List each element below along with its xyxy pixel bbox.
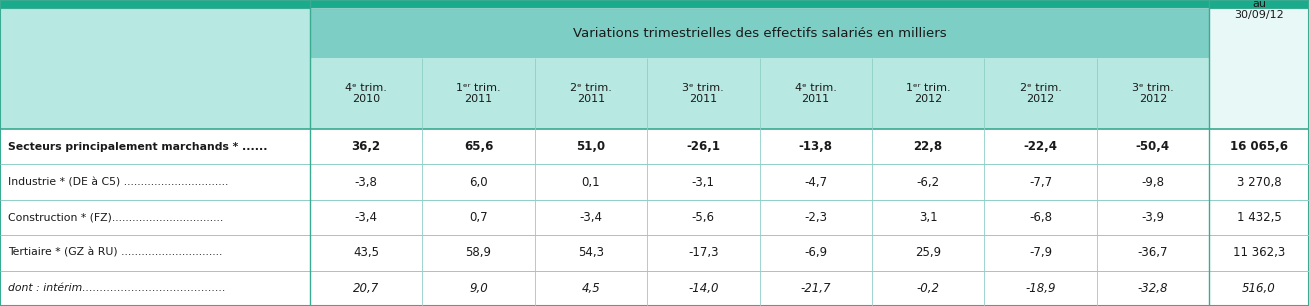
Text: 4ᵉ trim.
2011: 4ᵉ trim. 2011 [795,83,836,104]
Text: 0,7: 0,7 [469,211,488,224]
Text: 3 270,8: 3 270,8 [1237,176,1282,188]
Text: Tertiaire * (GZ à RU) ..............................: Tertiaire * (GZ à RU) ..................… [8,248,223,258]
Bar [872,58,984,129]
Text: -14,0: -14,0 [689,282,719,295]
Text: 2ᵉ trim.
2011: 2ᵉ trim. 2011 [569,83,611,104]
Text: -3,4: -3,4 [355,211,378,224]
Bar [0,129,1309,164]
Text: -7,7: -7,7 [1029,176,1052,188]
Bar [0,0,1309,8]
Bar [310,8,1210,58]
Text: -50,4: -50,4 [1136,140,1170,153]
Text: 1ᵉʳ trim.
2011: 1ᵉʳ trim. 2011 [457,83,501,104]
Text: -3,1: -3,1 [692,176,715,188]
Text: -13,8: -13,8 [798,140,833,153]
Bar [0,271,1309,306]
Text: -6,9: -6,9 [804,246,827,259]
Text: 4,5: 4,5 [581,282,601,295]
Text: -32,8: -32,8 [1138,282,1168,295]
Text: Construction * (FZ).................................: Construction * (FZ).....................… [8,213,224,222]
Bar [1210,8,1309,58]
Text: -36,7: -36,7 [1138,246,1168,259]
Text: 2ᵉ trim.
2012: 2ᵉ trim. 2012 [1020,83,1062,104]
Text: -2,3: -2,3 [804,211,827,224]
Text: 1ᵉʳ trim.
2012: 1ᵉʳ trim. 2012 [906,83,950,104]
Text: -18,9: -18,9 [1025,282,1055,295]
Text: -6,8: -6,8 [1029,211,1052,224]
Bar [310,58,423,129]
Text: -3,8: -3,8 [355,176,377,188]
Text: 22,8: 22,8 [914,140,942,153]
Text: 0,1: 0,1 [581,176,601,188]
Text: -9,8: -9,8 [1141,176,1164,188]
Text: -6,2: -6,2 [916,176,940,188]
Text: Industrie * (DE à C5) ...............................: Industrie * (DE à C5) ..................… [8,177,228,187]
Text: 9,0: 9,0 [469,282,488,295]
Text: 20,7: 20,7 [353,282,380,295]
Text: -26,1: -26,1 [686,140,720,153]
Text: -5,6: -5,6 [692,211,715,224]
Text: Secteurs principalement marchands * ......: Secteurs principalement marchands * ....… [8,142,267,152]
Text: 58,9: 58,9 [466,246,492,259]
Text: -21,7: -21,7 [800,282,831,295]
Text: -22,4: -22,4 [1024,140,1058,153]
Text: 25,9: 25,9 [915,246,941,259]
Bar [984,58,1097,129]
Text: -3,4: -3,4 [580,211,602,224]
Text: 54,3: 54,3 [579,246,603,259]
Bar [0,200,1309,235]
Text: 65,6: 65,6 [463,140,493,153]
Text: -7,9: -7,9 [1029,246,1052,259]
Text: 51,0: 51,0 [576,140,606,153]
Text: 16 065,6: 16 065,6 [1230,140,1288,153]
Bar [535,58,647,129]
Text: -0,2: -0,2 [916,282,940,295]
Text: -17,3: -17,3 [689,246,719,259]
Text: Variations trimestrielles des effectifs salariés en milliers: Variations trimestrielles des effectifs … [573,27,946,40]
Text: 6,0: 6,0 [469,176,488,188]
Bar [1210,58,1309,129]
Bar [0,8,310,58]
Bar [1097,58,1210,129]
Text: 1 432,5: 1 432,5 [1237,211,1282,224]
Text: -3,9: -3,9 [1141,211,1164,224]
Text: 516,0: 516,0 [1242,282,1276,295]
Text: 36,2: 36,2 [352,140,381,153]
Bar [423,58,535,129]
Bar [647,58,759,129]
Text: -4,7: -4,7 [804,176,827,188]
Text: Effectif
en milliers
au
30/09/12: Effectif en milliers au 30/09/12 [1230,0,1288,20]
Text: dont : intérim.........................................: dont : intérim..........................… [8,283,225,293]
Text: 11 362,3: 11 362,3 [1233,246,1285,259]
Bar [0,164,1309,200]
Text: 4ᵉ trim.
2010: 4ᵉ trim. 2010 [346,83,387,104]
Bar [759,58,872,129]
Bar [0,58,310,129]
Text: 3ᵉ trim.
2012: 3ᵉ trim. 2012 [1132,83,1174,104]
Text: 3ᵉ trim.
2011: 3ᵉ trim. 2011 [682,83,724,104]
Text: 3,1: 3,1 [919,211,937,224]
Text: 43,5: 43,5 [353,246,380,259]
Bar [0,235,1309,271]
